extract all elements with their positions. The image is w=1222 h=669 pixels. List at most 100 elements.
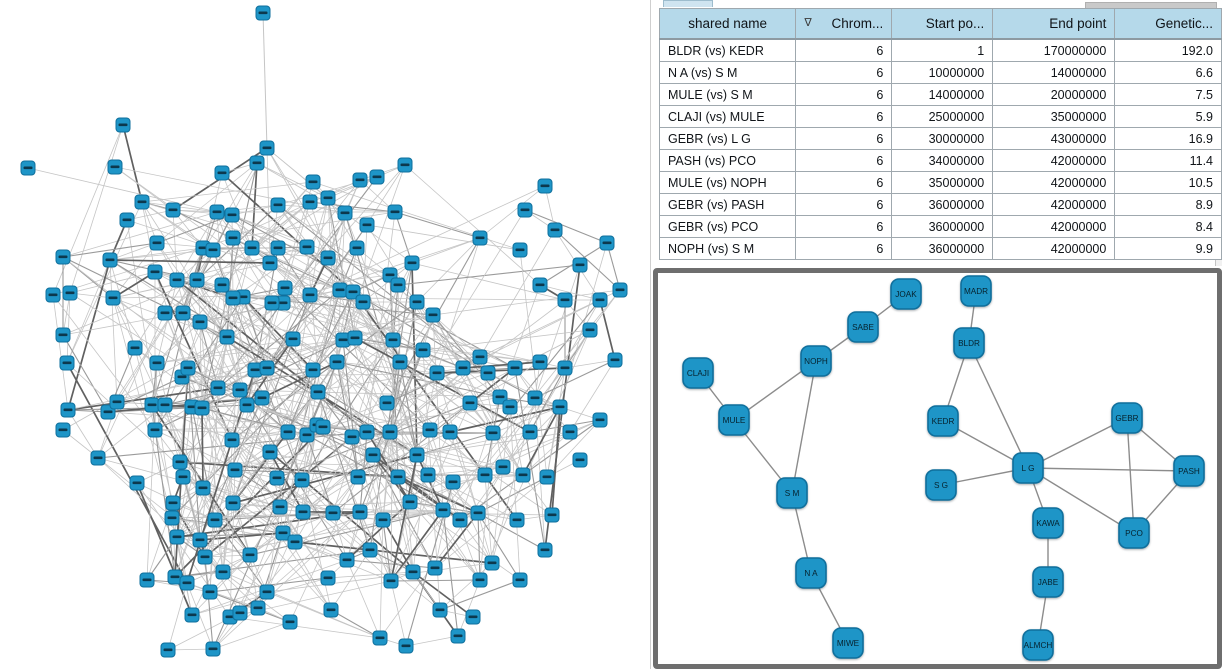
overview-node[interactable] (397, 157, 413, 173)
overview-node[interactable] (515, 467, 531, 483)
node-shape[interactable] (1032, 507, 1064, 539)
overview-node[interactable] (557, 360, 573, 376)
node-shape[interactable] (890, 278, 922, 310)
overview-node[interactable] (382, 424, 398, 440)
overview-node[interactable] (157, 305, 173, 321)
node-SABE[interactable]: SABE (847, 311, 879, 343)
overview-network-panel[interactable] (0, 0, 650, 669)
overview-node[interactable] (445, 474, 461, 490)
overview-node[interactable] (264, 295, 280, 311)
overview-node[interactable] (165, 202, 181, 218)
overview-node[interactable] (167, 569, 183, 585)
table-cell[interactable]: 42000000 (992, 149, 1116, 172)
overview-node[interactable] (59, 355, 75, 371)
table-cell[interactable]: 192.0 (1114, 38, 1222, 62)
overview-node[interactable] (383, 573, 399, 589)
node-PCO[interactable]: PCO (1118, 517, 1150, 549)
node-shape[interactable] (682, 357, 714, 389)
overview-node[interactable] (472, 230, 488, 246)
node-GEBR[interactable]: GEBR (1111, 402, 1143, 434)
overview-node[interactable] (232, 382, 248, 398)
overview-node[interactable] (169, 272, 185, 288)
overview-node[interactable] (224, 207, 240, 223)
node-SM[interactable]: S M (776, 477, 808, 509)
overview-node[interactable] (405, 564, 421, 580)
table-cell[interactable]: 6 (795, 38, 893, 62)
overview-node[interactable] (20, 160, 36, 176)
table-cell[interactable]: 6 (795, 83, 893, 106)
overview-node[interactable] (409, 294, 425, 310)
overview-node[interactable] (582, 322, 598, 338)
overview-node[interactable] (207, 512, 223, 528)
overview-node[interactable] (320, 250, 336, 266)
table-cell[interactable]: 35000000 (891, 171, 994, 194)
overview-node[interactable] (347, 330, 363, 346)
overview-node[interactable] (272, 499, 288, 515)
overview-node[interactable] (537, 542, 553, 558)
overview-node[interactable] (372, 630, 388, 646)
overview-node[interactable] (294, 472, 310, 488)
overview-node[interactable] (480, 365, 496, 381)
table-row[interactable]: MULE (vs) NOPH 6 35000000 42000000 10.5 (658, 171, 1222, 194)
node-NA[interactable]: N A (795, 557, 827, 589)
overview-node[interactable] (242, 547, 258, 563)
overview-node[interactable] (255, 5, 271, 21)
table-cell[interactable]: 6 (795, 171, 893, 194)
overview-node[interactable] (192, 532, 208, 548)
overview-node[interactable] (485, 425, 501, 441)
overview-node[interactable] (599, 235, 615, 251)
overview-node[interactable] (557, 292, 573, 308)
overview-node[interactable] (259, 360, 275, 376)
overview-node[interactable] (299, 427, 315, 443)
overview-node[interactable] (512, 572, 528, 588)
overview-node[interactable] (147, 422, 163, 438)
table-cell[interactable]: CLAJI (vs) MULE (658, 105, 797, 128)
overview-node[interactable] (302, 194, 318, 210)
table-cell[interactable]: 30000000 (891, 127, 994, 150)
table-cell[interactable]: 34000000 (891, 149, 994, 172)
tab-fragment[interactable] (663, 0, 713, 7)
node-KAWA[interactable]: KAWA (1032, 507, 1064, 539)
overview-node[interactable] (129, 475, 145, 491)
overview-node[interactable] (250, 600, 266, 616)
table-cell[interactable]: MULE (vs) S M (658, 83, 797, 106)
overview-node[interactable] (305, 174, 321, 190)
node-shape[interactable] (1118, 517, 1150, 549)
overview-node[interactable] (119, 212, 135, 228)
overview-node[interactable] (285, 331, 301, 347)
overview-node[interactable] (55, 327, 71, 343)
overview-node[interactable] (592, 292, 608, 308)
overview-node[interactable] (339, 552, 355, 568)
overview-node[interactable] (282, 614, 298, 630)
overview-node[interactable] (522, 424, 538, 440)
overview-node[interactable] (165, 495, 181, 511)
overview-node[interactable] (227, 462, 243, 478)
table-cell[interactable]: 8.4 (1114, 215, 1222, 238)
overview-node[interactable] (365, 447, 381, 463)
overview-node[interactable] (232, 605, 248, 621)
overview-node[interactable] (209, 204, 225, 220)
node-ALMCH[interactable]: ALMCH (1022, 629, 1054, 661)
overview-node[interactable] (425, 307, 441, 323)
overview-node[interactable] (315, 419, 331, 435)
overview-node[interactable] (462, 395, 478, 411)
table-cell[interactable]: GEBR (vs) PCO (658, 215, 797, 238)
overview-node[interactable] (157, 397, 173, 413)
node-JOAK[interactable]: JOAK (890, 278, 922, 310)
table-cell[interactable]: 14000000 (992, 61, 1116, 84)
table-cell[interactable]: 170000000 (992, 38, 1116, 62)
overview-node[interactable] (302, 287, 318, 303)
overview-node[interactable] (390, 469, 406, 485)
overview-node[interactable] (270, 197, 286, 213)
table-cell[interactable]: GEBR (vs) PASH (658, 193, 797, 216)
overview-node[interactable] (329, 354, 345, 370)
overview-node[interactable] (115, 117, 131, 133)
overview-node[interactable] (259, 584, 275, 600)
overview-node[interactable] (495, 459, 511, 475)
overview-node[interactable] (427, 560, 443, 576)
overview-node[interactable] (472, 572, 488, 588)
table-cell[interactable]: N A (vs) S M (658, 61, 797, 84)
overview-node[interactable] (409, 447, 425, 463)
overview-node[interactable] (107, 159, 123, 175)
overview-node[interactable] (350, 469, 366, 485)
